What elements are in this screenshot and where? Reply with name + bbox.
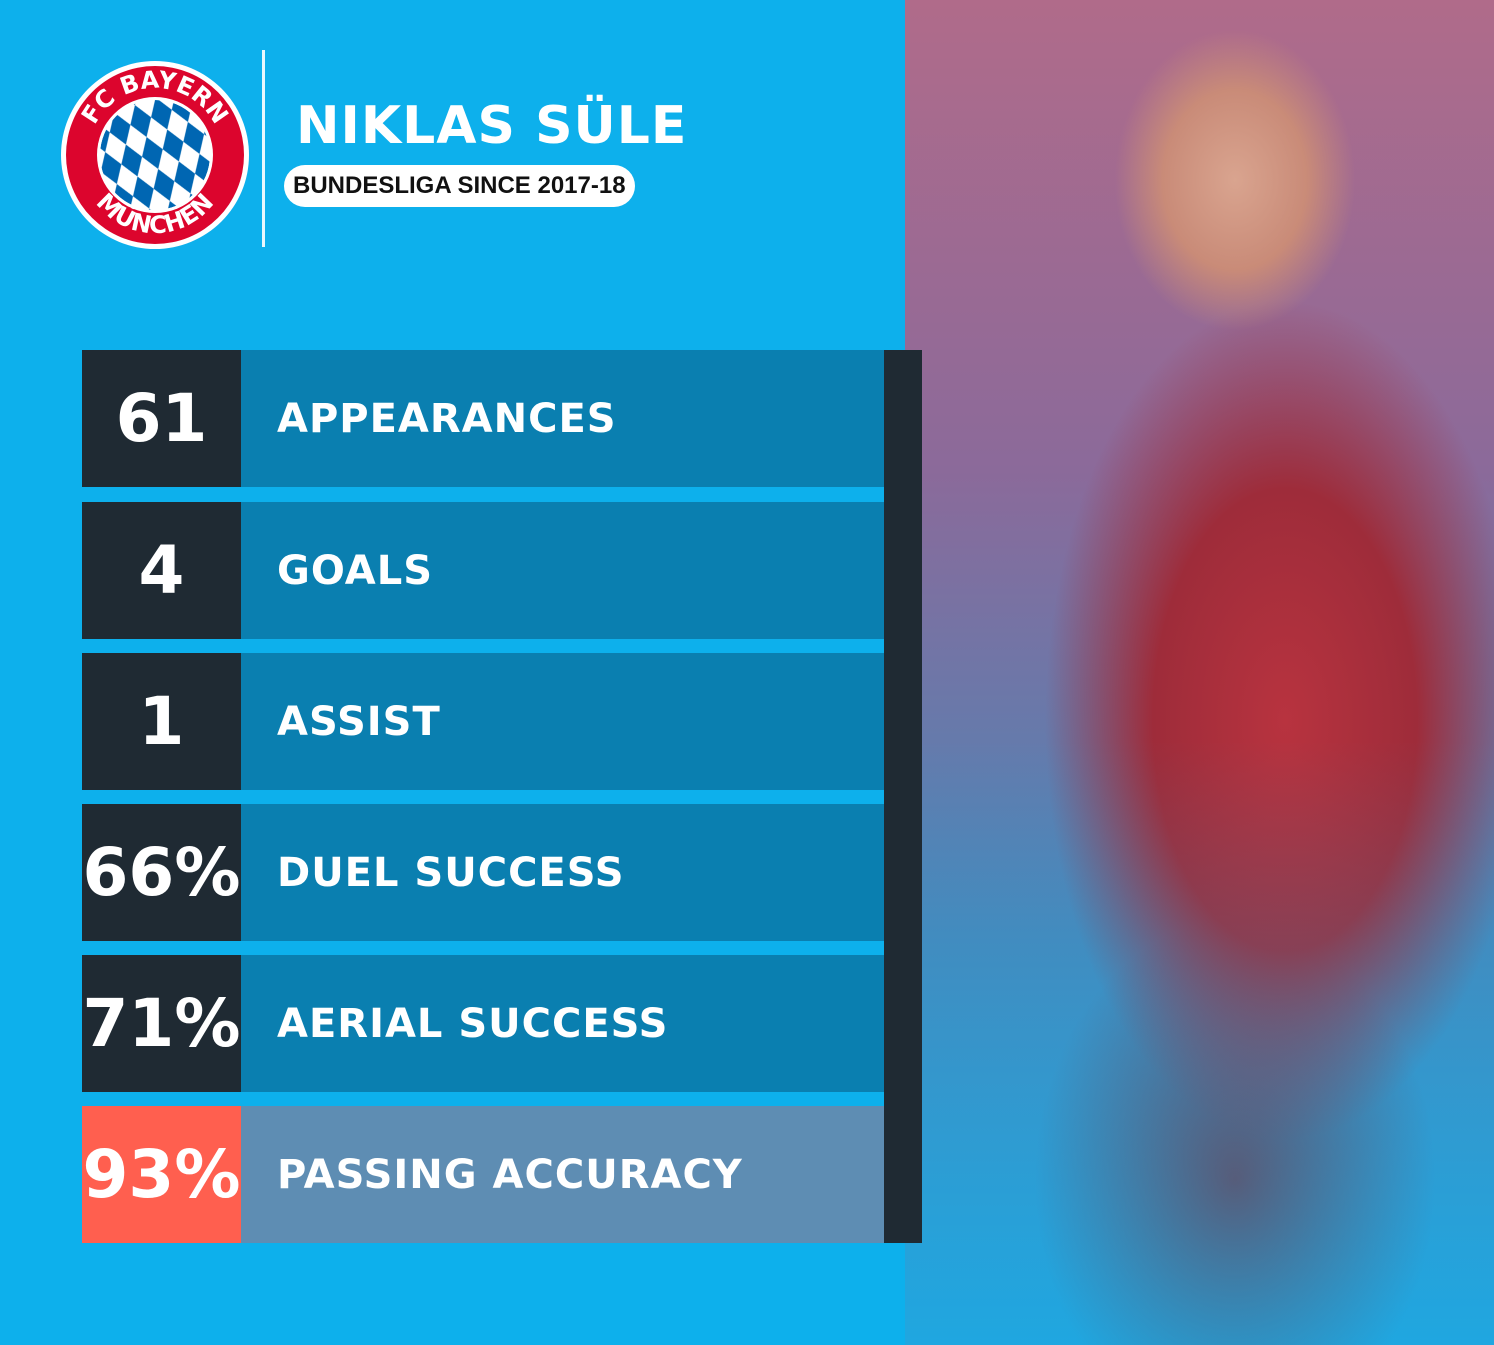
stat-value: 93% <box>82 1106 241 1243</box>
stat-row-passing-accuracy: 93% PASSING ACCURACY <box>82 1106 884 1243</box>
stat-value: 61 <box>82 350 241 487</box>
stat-value: 4 <box>82 502 241 639</box>
player-name: NIKLAS SÜLE <box>296 96 688 156</box>
season-badge: BUNDESLIGA SINCE 2017-18 <box>284 165 635 207</box>
stat-value: 1 <box>82 653 241 790</box>
stat-label: PASSING ACCURACY <box>241 1106 884 1243</box>
stats-side-bar <box>884 350 922 1243</box>
stat-label: ASSIST <box>241 653 884 790</box>
player-photo <box>905 0 1494 1345</box>
stat-label: APPEARANCES <box>241 350 884 487</box>
stat-row-assist: 1 ASSIST <box>82 653 884 790</box>
stat-value: 66% <box>82 804 241 941</box>
stat-row-goals: 4 GOALS <box>82 502 884 639</box>
stat-row-duel-success: 66% DUEL SUCCESS <box>82 804 884 941</box>
stat-row-aerial-success: 71% AERIAL SUCCESS <box>82 955 884 1092</box>
stat-label: GOALS <box>241 502 884 639</box>
stat-label: DUEL SUCCESS <box>241 804 884 941</box>
header-divider <box>262 50 265 247</box>
stat-row-appearances: 61 APPEARANCES <box>82 350 884 487</box>
club-logo: FC BAYERN MÜNCHEN <box>61 61 249 249</box>
stat-label: AERIAL SUCCESS <box>241 955 884 1092</box>
stat-value: 71% <box>82 955 241 1092</box>
